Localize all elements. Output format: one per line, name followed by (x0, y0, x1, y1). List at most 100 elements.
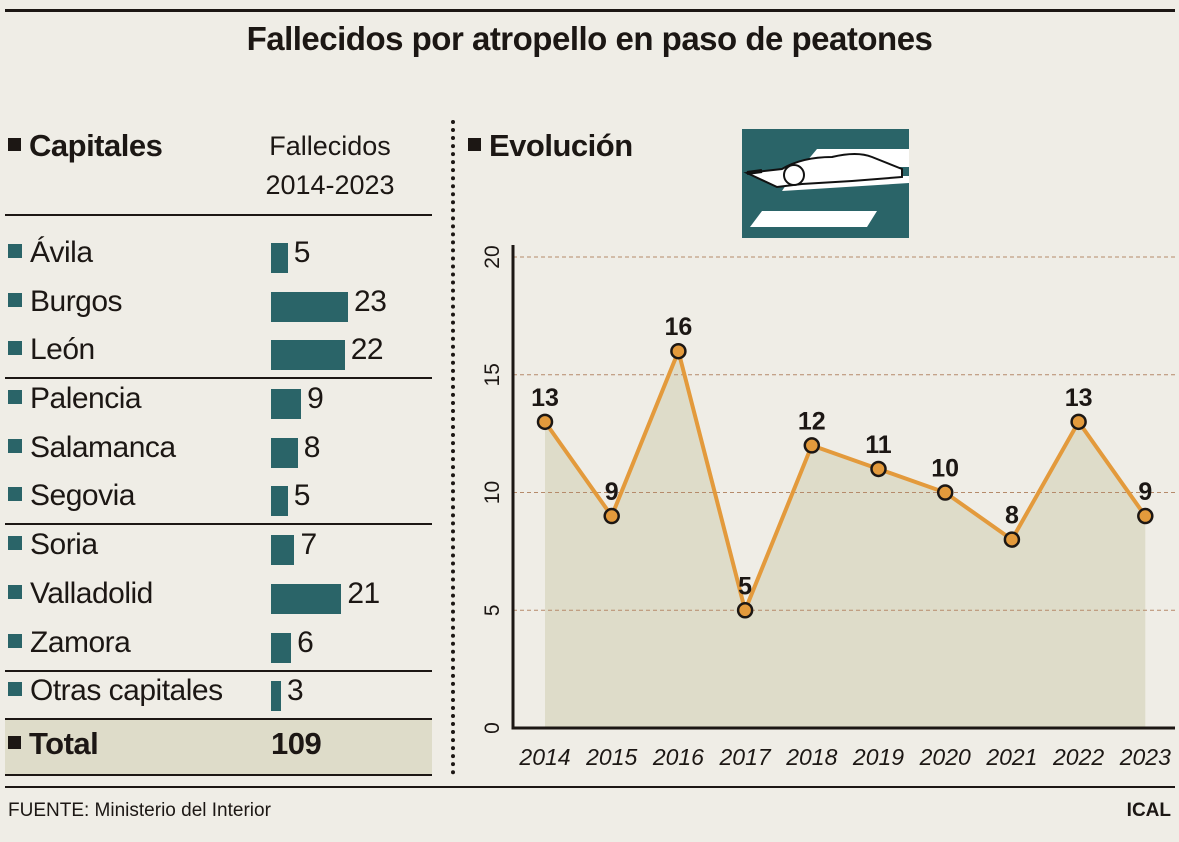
capital-row: Otras capitales 3 (8, 674, 428, 714)
square-bullet-icon (8, 390, 22, 405)
capital-value: 21 (347, 577, 380, 610)
data-label: 9 (1138, 478, 1152, 506)
capital-name: Burgos (30, 285, 123, 318)
capital-value: 5 (293, 479, 311, 512)
capital-value: 22 (350, 333, 384, 366)
bottom-rule (5, 786, 1175, 788)
x-tick-label: 2016 (652, 744, 704, 770)
capital-name: Zamora (30, 626, 131, 659)
square-bullet-icon (8, 682, 22, 697)
divider (5, 523, 432, 525)
data-point (803, 437, 821, 454)
x-tick-label: 2015 (585, 744, 637, 770)
capital-value: 9 (307, 382, 324, 415)
capital-row: León 22 (8, 333, 428, 373)
capital-value: 5 (293, 236, 311, 269)
axes (511, 245, 1175, 730)
x-tick-label: 2017 (719, 744, 772, 770)
data-label: 13 (1065, 384, 1093, 412)
capital-row: Valladolid 21 (8, 577, 428, 617)
page-title: Fallecidos por atropello en paso de peat… (246, 20, 933, 57)
capital-name: Otras capitales (30, 674, 223, 707)
capital-bar (271, 340, 345, 370)
capital-row: Ávila 5 (8, 236, 428, 276)
capital-row: Zamora 6 (8, 626, 428, 666)
capital-value: 7 (300, 528, 317, 561)
x-tick-label: 2021 (985, 744, 1037, 770)
capital-row: Salamanca 8 (8, 431, 428, 471)
column-header-line2: 2014-2023 (265, 170, 395, 200)
column-header: Fallecidos 2014-2023 (245, 127, 415, 205)
capital-value: 3 (287, 674, 304, 707)
square-bullet-icon (8, 736, 21, 750)
dotted-separator (451, 120, 455, 775)
square-bullet-icon (8, 634, 22, 649)
evolucion-heading-text: Evolución (489, 128, 633, 163)
data-point (936, 484, 954, 501)
capital-bar (271, 243, 288, 273)
capital-row: Burgos 23 (8, 285, 428, 325)
total-row: Total 109 (5, 720, 432, 775)
total-label: Total (29, 726, 99, 761)
x-tick-label: 2022 (1052, 744, 1104, 770)
divider (5, 214, 432, 216)
capital-bar (271, 633, 292, 663)
capital-bar (271, 486, 288, 516)
square-bullet-icon (8, 439, 22, 454)
credit: ICAL (1126, 800, 1171, 821)
top-rule (5, 9, 1175, 12)
capital-bar (271, 681, 282, 711)
data-label: 12 (798, 407, 826, 435)
evolution-line-chart: 0 5 10 15 20 13 2014 9 2015 16 2016 5 2017 12 2018 11 20… (481, 245, 1175, 770)
square-bullet-icon (8, 341, 22, 356)
square-bullet-icon (8, 244, 22, 259)
capital-name: Segovia (30, 479, 135, 512)
data-point (670, 342, 687, 360)
capital-row: Segovia 5 (8, 479, 428, 519)
capital-bar (271, 584, 342, 614)
data-label: 5 (738, 572, 752, 600)
capitales-heading-text: Capitales (29, 128, 163, 163)
data-point (870, 460, 887, 478)
capital-bar (271, 438, 298, 468)
x-tick-label: 2020 (919, 744, 971, 770)
capital-row: Soria 7 (8, 528, 428, 568)
capital-name: Valladolid (30, 577, 153, 610)
capital-value: 23 (354, 285, 387, 318)
data-point (1070, 413, 1087, 431)
divider (5, 774, 432, 776)
capital-name: León (30, 333, 95, 366)
square-bullet-icon (468, 138, 481, 152)
data-label: 9 (605, 478, 619, 506)
capital-value: 8 (303, 431, 321, 464)
divider (5, 718, 432, 720)
square-bullet-icon (8, 138, 21, 152)
capital-name: Soria (30, 528, 98, 561)
data-point (536, 413, 554, 431)
y-tick-label: 0 (481, 722, 504, 734)
data-label: 10 (931, 455, 959, 483)
data-point (1003, 531, 1021, 548)
data-label: 13 (531, 384, 559, 412)
x-tick-label: 2019 (852, 744, 904, 770)
pedestrian-hit-on-crosswalk-icon (742, 129, 909, 238)
data-point (603, 507, 620, 525)
data-point (1137, 507, 1154, 525)
capitales-heading: Capitales (8, 128, 163, 164)
capital-row: Palencia 9 (8, 382, 428, 422)
square-bullet-icon (8, 293, 22, 308)
data-label: 11 (865, 431, 892, 459)
data-point (736, 602, 754, 619)
square-bullet-icon (8, 536, 22, 551)
evolucion-heading: Evolución (468, 128, 633, 164)
divider (5, 377, 432, 379)
capital-bar (271, 535, 295, 565)
series-line (543, 344, 1147, 617)
column-header-line1: Fallecidos (269, 131, 391, 161)
source-note: FUENTE: Ministerio del Interior (8, 800, 271, 821)
y-tick-label: 20 (481, 245, 504, 268)
y-tick-label: 15 (481, 363, 504, 386)
capital-name: Palencia (30, 382, 142, 415)
capital-bar (271, 389, 302, 419)
y-tick-label: 10 (481, 481, 504, 504)
